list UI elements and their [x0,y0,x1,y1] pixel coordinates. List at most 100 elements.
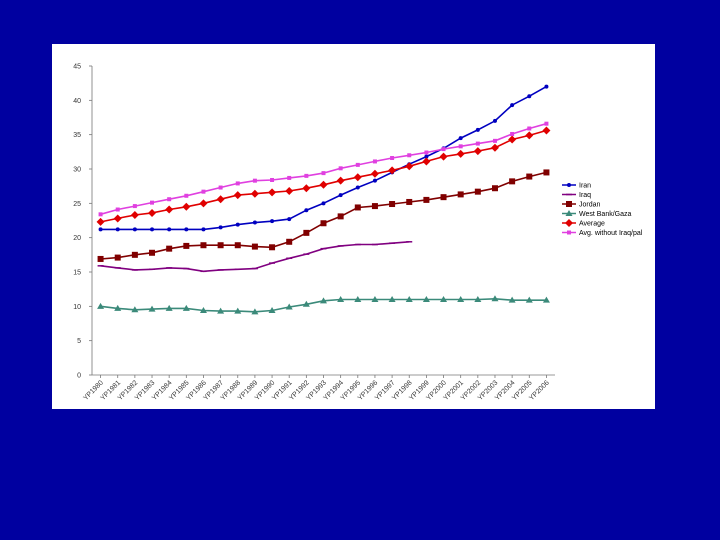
data-point-average [285,186,294,195]
data-point-jordan [251,243,258,250]
data-point-jordan [371,203,378,210]
data-point-avg-without-iraq-pal [150,200,155,205]
line-chart: 051015202530354045YP1980YP1981YP1982YP19… [73,64,643,403]
data-point-jordan [474,188,481,195]
data-point-iran [458,136,463,141]
y-tick-label: 15 [73,270,81,277]
legend-label-iran: Iran [579,183,591,190]
data-point-west-bank-gaza [542,296,550,303]
data-point-iran [167,227,172,232]
data-point-jordan [97,255,104,262]
y-tick-label: 45 [73,64,81,71]
data-point-west-bank-gaza [320,297,327,304]
data-point-west-bank-gaza [440,295,448,302]
data-point-iran [510,103,515,108]
data-point-avg-without-iraq-pal [510,131,515,136]
data-point-jordan [509,178,516,185]
data-point-average [165,205,174,214]
data-point-avg-without-iraq-pal [441,147,446,152]
y-tick-label: 25 [73,201,81,208]
data-point-avg-without-iraq-pal [527,126,532,131]
data-point-jordan [114,254,121,261]
data-point-iran [338,193,343,198]
y-tick-label: 5 [77,338,81,345]
data-point-west-bank-gaza [337,295,345,302]
data-point-west-bank-gaza [131,306,139,313]
data-point-jordan [389,201,396,208]
data-point-iran [372,178,377,183]
data-point-jordan [217,242,224,249]
data-point-average [319,180,328,189]
legend-marker-iran [567,183,571,187]
data-point-average [336,176,345,185]
data-point-jordan [491,185,498,192]
data-point-iran [218,225,223,230]
data-point-west-bank-gaza [525,296,533,303]
data-point-avg-without-iraq-pal [475,141,480,146]
data-point-avg-without-iraq-pal [424,150,429,155]
legend-label-average: Average [579,221,605,228]
data-point-average [130,211,139,220]
data-point-iran [115,227,120,232]
data-point-west-bank-gaza [251,308,259,315]
data-point-west-bank-gaza [354,295,362,302]
y-tick-label: 20 [73,235,81,242]
data-point-jordan [457,191,464,198]
data-point-average [182,202,191,211]
legend-marker-average [565,219,573,227]
data-point-jordan [200,242,207,249]
data-point-jordan [337,213,344,220]
data-point-west-bank-gaza [148,305,156,312]
data-point-avg-without-iraq-pal [252,178,257,183]
data-point-west-bank-gaza [371,295,379,302]
data-point-west-bank-gaza [217,307,225,314]
data-point-avg-without-iraq-pal [372,159,377,164]
data-point-west-bank-gaza [422,295,430,302]
data-point-west-bank-gaza [388,295,396,302]
data-point-average [113,214,122,223]
data-point-west-bank-gaza [165,304,173,311]
data-point-average [148,208,157,217]
legend-label-iraq: Iraq [579,192,591,199]
data-point-iran [150,227,155,232]
data-point-avg-without-iraq-pal [458,144,463,149]
data-point-jordan [286,238,293,245]
data-point-average [268,188,277,197]
data-point-average [302,184,311,193]
data-point-west-bank-gaza [474,295,482,302]
data-point-average [388,166,397,175]
data-point-iran [492,118,497,123]
data-point-west-bank-gaza [302,300,310,307]
data-point-west-bank-gaza [182,304,190,311]
data-point-west-bank-gaza [491,295,499,302]
data-point-average [456,149,465,158]
data-point-jordan [303,229,310,236]
data-point-average [353,173,362,182]
data-point-west-bank-gaza [114,304,122,311]
data-point-jordan [320,220,327,227]
y-tick-label: 30 [73,167,81,174]
legend-marker-west-bank-gaza [565,210,573,216]
chart-panel: 0 5 10 15 20 25 30 35 40 45 YP1980 YP1981 YP1982 YP19… [52,44,655,409]
data-point-iran [252,220,257,225]
legend-marker-avg-without-iraq-pal [567,230,571,235]
data-point-west-bank-gaza [457,295,465,302]
legend-label-west-bank-gaza: West Bank/Gaza [579,211,632,218]
data-point-average [439,152,448,161]
data-point-jordan [354,204,361,211]
data-point-iran [287,217,292,222]
data-point-jordan [269,244,276,251]
data-point-west-bank-gaza [199,306,207,313]
data-point-jordan [234,242,241,249]
y-tick-label: 40 [73,98,81,105]
data-point-avg-without-iraq-pal [492,138,497,143]
legend-label-jordan: Jordan [579,202,601,209]
data-point-avg-without-iraq-pal [270,177,275,182]
data-point-avg-without-iraq-pal [235,181,240,186]
data-point-average [508,135,517,144]
data-point-average [199,199,208,208]
data-point-west-bank-gaza [97,302,105,309]
data-point-average [250,189,259,198]
data-point-iran [184,227,189,232]
data-point-jordan [440,194,447,201]
